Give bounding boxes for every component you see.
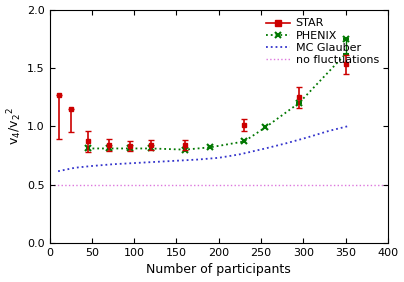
- Legend: STAR, PHENIX, MC Glauber, no fluctuations: STAR, PHENIX, MC Glauber, no fluctuation…: [263, 15, 382, 69]
- X-axis label: Number of participants: Number of participants: [146, 263, 291, 276]
- Y-axis label: v$_4$/v$_2$$^2$: v$_4$/v$_2$$^2$: [6, 107, 24, 145]
